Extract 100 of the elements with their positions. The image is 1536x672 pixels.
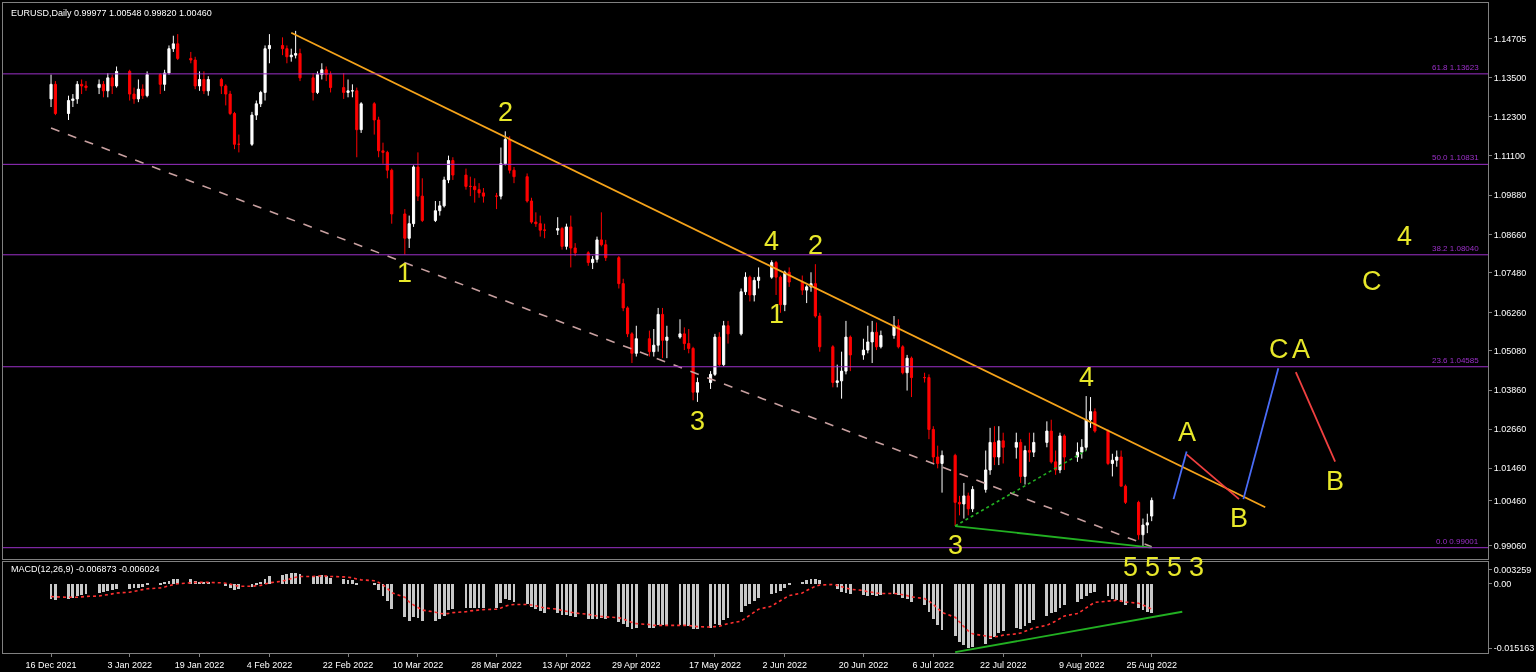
bar xyxy=(604,584,607,619)
candlestick xyxy=(359,101,363,134)
candlestick xyxy=(403,208,407,255)
candlestick xyxy=(783,270,787,312)
candlestick xyxy=(1093,407,1097,434)
candlestick xyxy=(237,134,241,153)
bar xyxy=(417,584,419,618)
y-tick-label: 1.03860 xyxy=(1493,385,1527,396)
bar xyxy=(1032,584,1035,620)
annotation: B xyxy=(1230,503,1249,533)
bar xyxy=(299,574,301,584)
candlestick xyxy=(940,450,944,494)
bar xyxy=(696,584,699,629)
bar xyxy=(482,584,485,608)
candlestick xyxy=(477,182,481,199)
bar xyxy=(818,580,821,584)
y-tick-label: 0.99060 xyxy=(1493,540,1527,551)
x-tick-label: 4 Feb 2022 xyxy=(246,659,293,670)
candlestick xyxy=(49,74,53,108)
bar xyxy=(893,584,895,594)
candlestick xyxy=(80,78,84,95)
candlestick xyxy=(682,326,686,351)
bar xyxy=(85,584,87,594)
bar xyxy=(993,584,996,637)
bar xyxy=(1115,584,1118,600)
candlestick xyxy=(874,322,879,351)
bar xyxy=(1137,584,1140,608)
y-tick-label: 1.14705 xyxy=(1493,33,1527,44)
candlestick xyxy=(1023,445,1027,486)
bar xyxy=(1111,584,1114,599)
candlestick xyxy=(569,215,573,268)
bar xyxy=(1124,584,1127,605)
bar xyxy=(329,578,332,584)
bar xyxy=(534,584,537,609)
bar xyxy=(862,584,865,595)
bar xyxy=(325,576,328,584)
bar xyxy=(591,584,594,619)
bar xyxy=(561,584,563,615)
bar xyxy=(102,584,105,592)
candlestick xyxy=(870,320,874,364)
bar xyxy=(757,584,760,598)
x-tick-label: 2 Jun 2022 xyxy=(762,659,808,670)
candlestick xyxy=(560,226,564,251)
candlestick xyxy=(473,177,477,204)
candlestick xyxy=(966,492,970,516)
candlestick xyxy=(800,275,804,296)
bar xyxy=(897,584,900,595)
candlestick xyxy=(66,95,71,121)
annotation: 1 xyxy=(397,258,413,288)
bar xyxy=(587,584,590,619)
bar xyxy=(596,584,598,619)
bar xyxy=(168,581,170,584)
candlestick xyxy=(909,356,914,398)
bar xyxy=(1076,584,1079,602)
bar xyxy=(617,584,620,622)
x-tick-label: 6 Jul 2022 xyxy=(912,659,955,670)
candlestick xyxy=(1027,432,1031,463)
bar xyxy=(714,584,716,624)
bar xyxy=(469,584,472,608)
candlestick xyxy=(586,250,590,267)
bar xyxy=(936,584,939,625)
bar xyxy=(530,584,533,607)
candlestick xyxy=(971,485,975,513)
bar xyxy=(574,584,577,617)
bar xyxy=(98,584,101,593)
y-tick-label: 1.09880 xyxy=(1493,190,1527,201)
annotation: 4 xyxy=(1079,362,1095,392)
bar xyxy=(997,584,1000,633)
annotation: 2 xyxy=(808,230,824,260)
bar xyxy=(115,584,118,589)
candlestick xyxy=(355,87,359,158)
candlestick xyxy=(726,320,730,345)
bar xyxy=(622,584,625,624)
bar xyxy=(779,584,782,591)
bar xyxy=(408,584,411,621)
bar xyxy=(1045,584,1048,616)
candlestick xyxy=(101,80,106,98)
bar xyxy=(665,584,668,625)
candlestick xyxy=(53,80,57,116)
bar xyxy=(1002,584,1005,631)
chart-title: MACD(12,26,9) -0.006873 -0.006024 xyxy=(11,564,160,574)
candlestick xyxy=(350,83,354,98)
bar xyxy=(443,584,446,616)
y-tick-label: 1.02660 xyxy=(1493,424,1527,435)
y-tick-label: 1.00460 xyxy=(1493,495,1527,506)
bar xyxy=(657,584,660,625)
bar xyxy=(1120,584,1123,602)
ref-line-label: 61.8 1.13623 xyxy=(1432,63,1480,72)
candlestick xyxy=(110,74,114,95)
bar xyxy=(1150,584,1153,613)
bar xyxy=(526,584,529,604)
candlestick xyxy=(953,453,957,527)
annotation: A xyxy=(1292,334,1311,364)
annotation: A xyxy=(1178,417,1197,447)
candlestick xyxy=(564,223,568,251)
candlestick xyxy=(342,72,346,100)
candlestick xyxy=(315,70,320,95)
bar xyxy=(342,579,345,584)
candlestick xyxy=(1106,428,1110,466)
candlestick xyxy=(848,334,852,372)
